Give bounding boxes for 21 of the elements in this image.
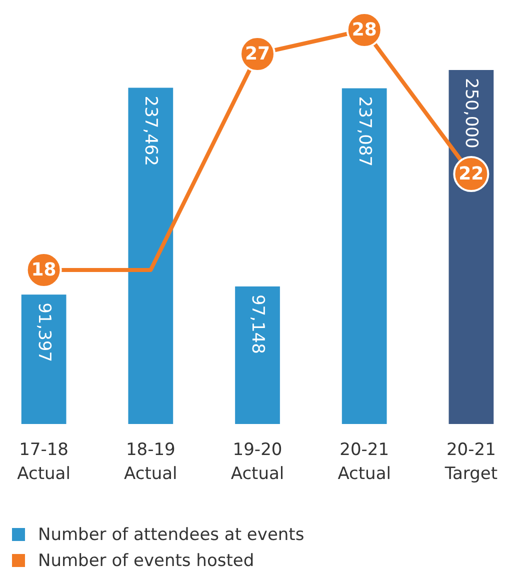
data-label: 97,148: [248, 294, 268, 354]
bar: [235, 286, 280, 424]
legend-label: Number of attendees at events: [38, 525, 304, 545]
x-tick-label: 20-21 Actual: [338, 440, 391, 484]
legend-label: Number of events hosted: [38, 551, 254, 571]
bar: [448, 70, 494, 424]
x-tick-label: 20-21 Target: [444, 440, 498, 484]
data-label: 250,000: [461, 78, 482, 148]
data-label: 28: [352, 20, 377, 40]
data-label: 27: [244, 44, 270, 64]
x-tick-label: 19-20 Actual: [230, 440, 284, 484]
bar: [128, 88, 174, 424]
data-label: 91,397: [34, 302, 54, 362]
data-label: 237,087: [354, 96, 374, 167]
data-label: 22: [458, 164, 484, 184]
x-tick-label: 17-18 Actual: [17, 440, 70, 484]
x-tick-label: 18-19 Actual: [124, 440, 178, 484]
bar: [342, 88, 387, 424]
bar: [21, 294, 66, 424]
data-label: 18: [31, 260, 56, 280]
data-label: 237,462: [140, 96, 161, 166]
